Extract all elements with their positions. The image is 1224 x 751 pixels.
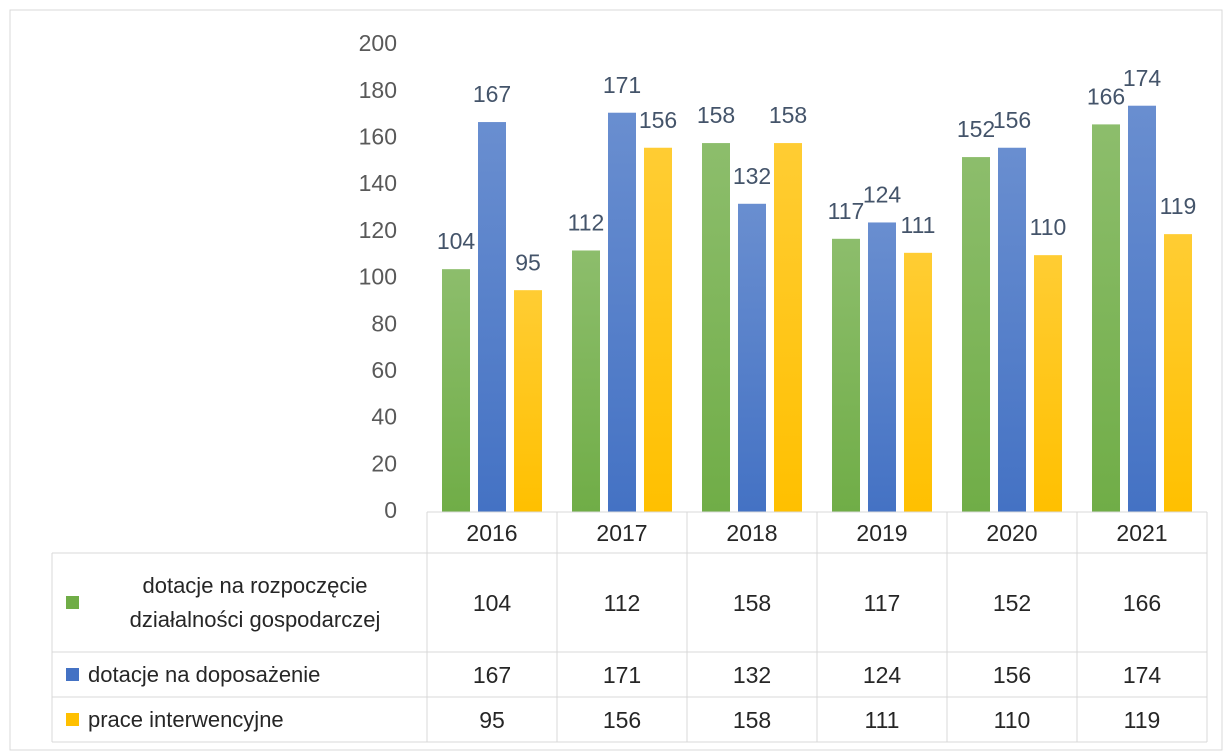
table-value: 156	[992, 661, 1032, 688]
bar	[1034, 255, 1062, 512]
data-label: 117	[828, 198, 865, 224]
table-value: 174	[1122, 661, 1162, 688]
bar	[738, 203, 766, 512]
table-value: 95	[479, 706, 505, 733]
bar	[644, 147, 672, 513]
y-tick-label: 120	[359, 217, 397, 243]
legend-label: dotacje na doposażenie	[88, 661, 321, 687]
bar	[998, 147, 1026, 513]
table-value: 166	[1122, 589, 1162, 616]
data-label: 156	[639, 107, 677, 133]
bar	[868, 222, 896, 512]
table-value: 119	[1123, 706, 1161, 733]
bar	[478, 122, 506, 513]
legend-swatch	[66, 667, 79, 681]
table-value: 152	[992, 589, 1032, 616]
x-tick-label: 2021	[1116, 519, 1168, 546]
bar	[1092, 124, 1120, 512]
data-label: 156	[993, 107, 1031, 133]
table-value: 158	[732, 589, 772, 616]
y-tick-label: 180	[359, 77, 397, 103]
data-label: 119	[1160, 193, 1197, 219]
data-label: 152	[957, 116, 995, 142]
y-tick-label: 20	[371, 450, 397, 476]
bar	[702, 143, 730, 512]
data-label: 111	[901, 212, 936, 238]
y-tick-label: 0	[384, 497, 397, 523]
table-value: 156	[602, 706, 642, 733]
bar	[1164, 234, 1192, 512]
data-label: 158	[697, 102, 735, 128]
table-value: 171	[602, 661, 642, 688]
legend-label: prace interwencyjne	[88, 706, 284, 732]
y-tick-label: 100	[359, 264, 397, 290]
y-tick-label: 80	[371, 310, 397, 336]
bar	[442, 269, 470, 512]
table-value: 110	[993, 706, 1031, 733]
y-tick-label: 160	[359, 123, 397, 149]
bar	[608, 112, 636, 512]
table-value: 167	[472, 661, 512, 688]
bar	[514, 290, 542, 512]
bar	[832, 238, 860, 512]
y-tick-label: 200	[359, 30, 397, 56]
data-label: 95	[515, 249, 541, 275]
bar	[774, 143, 802, 512]
y-tick-label: 60	[371, 357, 397, 383]
data-label: 104	[437, 228, 476, 254]
table-value: 158	[732, 706, 772, 733]
table-value: 117	[863, 589, 901, 616]
data-label: 167	[473, 81, 511, 107]
table-value: 132	[732, 661, 772, 688]
table-value: 124	[862, 661, 902, 688]
legend-swatch	[66, 712, 79, 726]
table-value: 104	[472, 589, 512, 616]
x-tick-label: 2018	[726, 519, 778, 546]
data-label: 110	[1030, 214, 1067, 240]
data-label: 174	[1123, 65, 1162, 91]
legend-label: dotacje na rozpoczęcie działalności gosp…	[129, 572, 381, 632]
bar	[1128, 105, 1156, 513]
data-label: 158	[769, 102, 807, 128]
bar	[572, 250, 600, 513]
data-label: 166	[1087, 83, 1125, 109]
x-tick-label: 2020	[986, 519, 1038, 546]
table-value: 112	[603, 589, 641, 616]
x-tick-label: 2016	[466, 519, 518, 546]
x-tick-label: 2017	[596, 519, 648, 546]
data-label: 132	[733, 163, 771, 189]
chart-frame	[9, 9, 1223, 751]
data-label: 112	[568, 210, 605, 236]
y-tick-label: 140	[359, 170, 397, 196]
bar	[962, 157, 990, 512]
legend-swatch	[66, 595, 79, 609]
data-label: 171	[603, 72, 641, 98]
data-label: 124	[863, 182, 902, 208]
table-value: 111	[864, 706, 900, 733]
bar	[904, 252, 932, 512]
y-tick-label: 40	[371, 404, 397, 430]
x-tick-label: 2019	[856, 519, 908, 546]
